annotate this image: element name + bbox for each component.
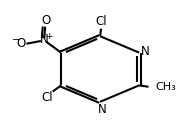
Text: +: + (45, 32, 52, 41)
Text: CH₃: CH₃ (155, 82, 176, 92)
Text: Cl: Cl (95, 15, 107, 28)
Text: N: N (98, 103, 106, 116)
Text: O: O (42, 14, 51, 27)
Text: −: − (12, 35, 20, 45)
Text: Cl: Cl (41, 91, 53, 104)
Text: N: N (141, 45, 150, 58)
Text: N: N (40, 33, 49, 46)
Text: O: O (16, 37, 26, 50)
